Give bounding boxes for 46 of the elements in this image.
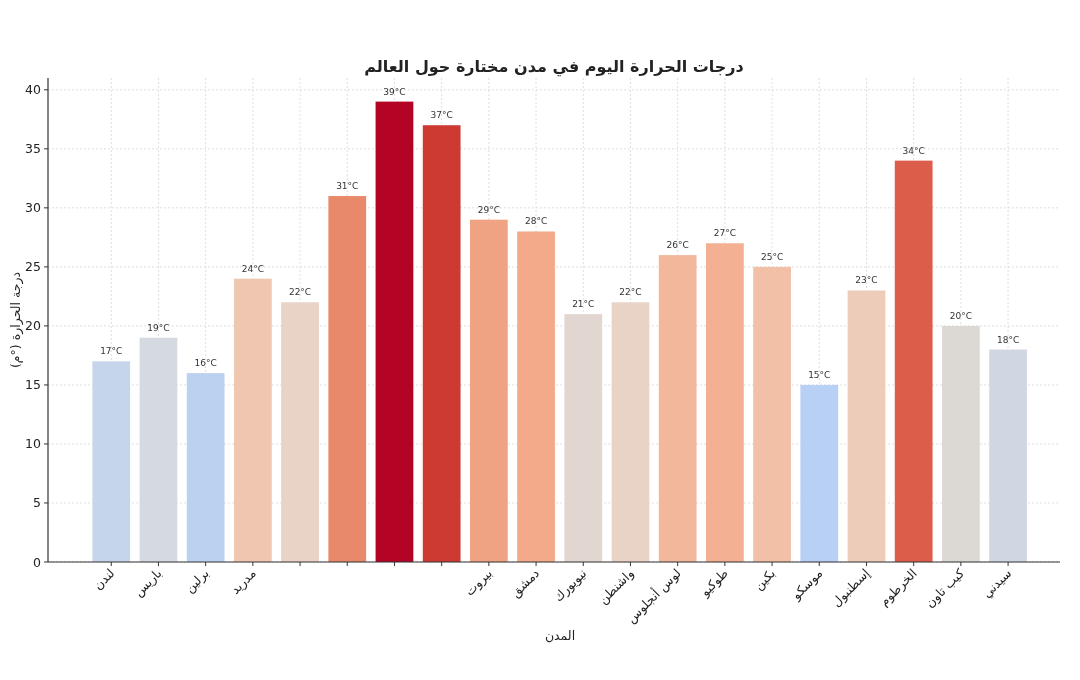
data-label: 34°C — [902, 145, 925, 156]
data-label: 18°C — [996, 334, 1020, 345]
x-tick-label: بيروت — [461, 565, 496, 600]
data-label: 21°C — [572, 299, 595, 310]
data-label: 31°C — [336, 181, 359, 192]
data-label: 27°C — [713, 228, 736, 239]
x-tick-label: إسطنبول — [828, 565, 874, 611]
x-tick-label: برلين — [181, 565, 213, 597]
x-tick-label: دمشق — [507, 565, 543, 601]
data-label: 22°C — [619, 287, 642, 298]
y-tick-label: 35 — [25, 141, 41, 157]
y-tick-label: 10 — [25, 436, 42, 452]
data-label: 15°C — [808, 369, 831, 380]
data-label: 16°C — [194, 358, 217, 369]
y-tick-label: 30 — [25, 200, 42, 216]
y-tick-label: 40 — [25, 82, 42, 98]
x-tick-label: سيدني — [979, 565, 1015, 601]
x-tick-label: الخرطوم — [876, 565, 921, 610]
y-tick-label: 25 — [25, 259, 41, 275]
x-tick-label: لندن — [90, 565, 118, 593]
data-label: 26°C — [666, 240, 689, 251]
y-tick-label: 15 — [25, 377, 41, 393]
data-label: 19°C — [147, 322, 170, 333]
x-tick-label: بكين — [750, 565, 779, 594]
y-tick-label: 5 — [33, 495, 41, 511]
x-tick-label: باريس — [130, 565, 166, 600]
data-label: 23°C — [855, 275, 878, 286]
x-tick-label: طوكيو — [696, 565, 732, 601]
data-label: 20°C — [949, 310, 972, 321]
data-label: 28°C — [524, 216, 548, 227]
x-tick-label: كيب تاون — [922, 565, 968, 612]
x-axis-title: المدن — [544, 628, 576, 643]
y-tick-label: 20 — [25, 318, 42, 334]
y-axis-title: درجة الحرارة (°م) — [8, 271, 24, 369]
x-tick-label: مدريد — [227, 565, 260, 598]
x-tick-label: موسكو — [787, 565, 827, 604]
chart-title: درجات الحرارة اليوم في مدن مختارة حول العالم — [364, 57, 744, 77]
y-tick-label: 0 — [33, 554, 42, 570]
data-label: 29°C — [477, 204, 500, 215]
data-label: 39°C — [383, 86, 406, 97]
data-label: 17°C — [100, 346, 123, 357]
data-label: 22°C — [288, 287, 312, 298]
data-label: 25°C — [760, 251, 784, 262]
data-label: 24°C — [241, 263, 264, 274]
x-tick-label: نيويورك — [550, 565, 591, 606]
data-label: 37°C — [430, 110, 453, 121]
